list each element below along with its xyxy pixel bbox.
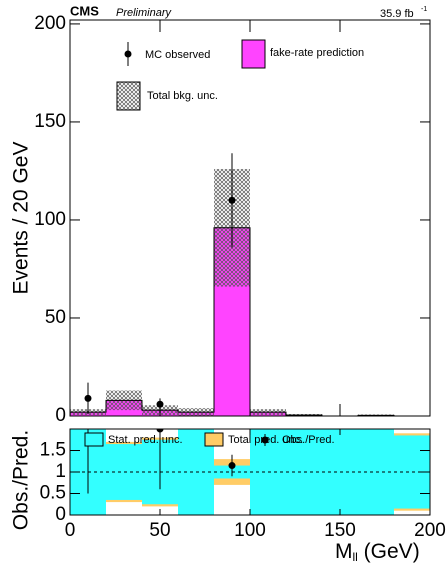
x-axis-label: Mll (GeV): [335, 540, 420, 565]
y-tick-label: 100: [34, 209, 66, 230]
legend-marker: [124, 50, 132, 58]
data-point: [85, 318, 92, 325]
histogram-outline: [70, 227, 430, 416]
ratio-y-axis-label: Obs./Pred.: [10, 430, 33, 530]
status: Preliminary: [116, 7, 173, 19]
legend-label: Obs./Pred.: [282, 434, 335, 446]
y-tick-label: 1.5: [40, 440, 66, 461]
y-tick-label: 0: [55, 405, 66, 426]
y-axis-label: Events / 20 GeV: [10, 142, 33, 295]
plot-area: [70, 153, 430, 416]
legend-label: Stat. pred. unc.: [108, 434, 183, 446]
lumi-exponent: -1: [421, 6, 427, 13]
legend-label: MC observed: [145, 49, 210, 61]
data-point: [228, 196, 236, 204]
x-tick-label: 150: [324, 520, 356, 541]
legend-swatch: [204, 432, 224, 447]
y-tick-label: 1: [55, 461, 66, 482]
x-label-sub: ll: [353, 550, 358, 564]
legend-swatch: [241, 39, 266, 69]
data-point: [228, 462, 236, 470]
data-point: [84, 394, 92, 402]
x-tick-label: 50: [149, 520, 170, 541]
legend-swatch: [84, 432, 104, 447]
y-tick-label: 0.5: [40, 483, 66, 504]
x-label-main: M: [335, 540, 353, 563]
stat-unc-band: [358, 429, 394, 515]
y-tick-label: 200: [34, 13, 66, 34]
y-tick-label: 150: [34, 111, 66, 132]
x-label-unit: (GeV): [358, 540, 420, 563]
experiment: CMS: [70, 3, 99, 18]
x-tick-label: 100: [234, 520, 266, 541]
legend-marker: [261, 436, 269, 444]
legend-label: fake-rate prediction: [270, 47, 364, 59]
y-tick-label: 50: [45, 307, 66, 328]
legend-label: Total bkg. unc.: [147, 90, 218, 102]
legend-swatch: [116, 81, 141, 111]
stat-unc-band: [286, 429, 322, 515]
x-tick-label: 0: [65, 520, 76, 541]
lumi: 35.9 fb: [380, 8, 414, 20]
x-tick-label: 200: [414, 520, 446, 541]
y-tick-label: 0: [55, 504, 66, 525]
